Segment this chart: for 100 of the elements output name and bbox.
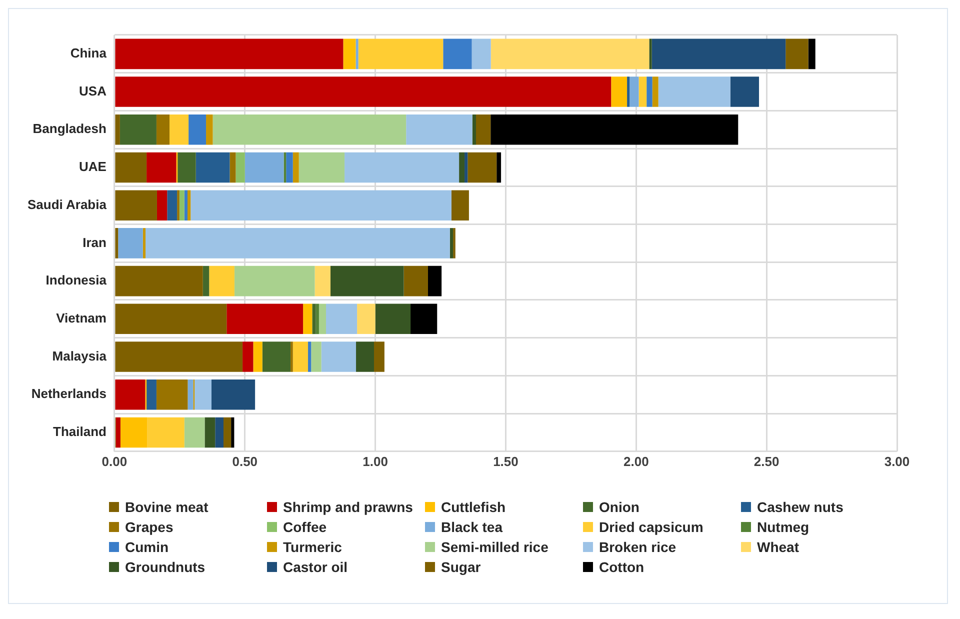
bar bbox=[459, 152, 465, 183]
bar bbox=[356, 38, 358, 70]
bar bbox=[115, 266, 203, 296]
bar bbox=[321, 342, 356, 372]
y-tick-label: Vietnam bbox=[56, 310, 106, 326]
bar bbox=[308, 342, 312, 372]
bar bbox=[231, 417, 234, 448]
bar bbox=[490, 38, 650, 70]
legend-label: Cashew nuts bbox=[757, 499, 844, 515]
bar bbox=[196, 152, 230, 183]
legend-label: Black tea bbox=[441, 519, 502, 535]
bar bbox=[343, 38, 356, 70]
bar bbox=[312, 304, 316, 334]
bar bbox=[115, 38, 344, 70]
bar bbox=[230, 152, 236, 183]
bar bbox=[146, 152, 176, 183]
y-tick-label: China bbox=[70, 46, 108, 61]
bar bbox=[178, 152, 196, 183]
y-tick-label: Iran bbox=[82, 234, 107, 250]
y-tick-label: Malaysia bbox=[52, 348, 108, 364]
bar bbox=[375, 304, 411, 334]
legend-label: Shrimp and prawns bbox=[283, 499, 413, 515]
legend-label: Broken rice bbox=[599, 539, 676, 555]
bar bbox=[179, 190, 184, 220]
legend-label: Sugar bbox=[441, 559, 481, 575]
y-tick-label: Saudi Arabia bbox=[27, 196, 108, 212]
bar bbox=[786, 38, 808, 70]
bar bbox=[209, 266, 234, 296]
bar bbox=[472, 38, 491, 70]
bar bbox=[292, 342, 308, 372]
bar bbox=[476, 114, 491, 145]
x-tick-label: 0.50 bbox=[232, 454, 258, 469]
y-tick-label: UAE bbox=[79, 159, 107, 174]
legend-label: Semi-milled rice bbox=[441, 539, 548, 555]
bar bbox=[464, 152, 468, 183]
legend-label: Turmeric bbox=[283, 539, 342, 555]
legend-label: Cumin bbox=[125, 539, 169, 555]
bar bbox=[253, 342, 262, 372]
bar bbox=[646, 76, 652, 107]
bar bbox=[156, 379, 188, 410]
bar bbox=[344, 152, 460, 183]
bar bbox=[357, 304, 376, 334]
bar bbox=[490, 114, 738, 145]
legend-label: Onion bbox=[599, 499, 640, 515]
bar bbox=[184, 417, 205, 448]
bar bbox=[730, 76, 760, 107]
bar bbox=[224, 417, 232, 448]
y-tick-label: Thailand bbox=[53, 424, 107, 440]
bar bbox=[142, 228, 146, 258]
y-tick-label: Indonesia bbox=[46, 272, 108, 288]
bar bbox=[215, 417, 224, 448]
bar bbox=[115, 304, 227, 334]
bar bbox=[206, 114, 213, 145]
bar bbox=[472, 114, 476, 145]
bar bbox=[146, 379, 156, 410]
bar bbox=[286, 152, 293, 183]
bar bbox=[330, 266, 404, 296]
bar bbox=[190, 190, 452, 220]
bar bbox=[167, 190, 178, 220]
bar bbox=[658, 76, 730, 107]
x-tick-label: 1.50 bbox=[493, 454, 518, 469]
x-tick-label: 3.00 bbox=[884, 454, 910, 469]
x-tick-label: 2.50 bbox=[754, 454, 780, 469]
y-tick-label: Bangladesh bbox=[32, 121, 107, 136]
bar bbox=[118, 228, 143, 258]
bar bbox=[204, 417, 216, 448]
y-tick-label: USA bbox=[79, 83, 108, 98]
bar bbox=[451, 190, 469, 220]
y-tick-label: Netherlands bbox=[31, 386, 106, 402]
bar bbox=[194, 379, 212, 410]
bar bbox=[496, 152, 502, 183]
bar bbox=[115, 114, 120, 145]
legend-label: Coffee bbox=[283, 519, 327, 535]
bar bbox=[156, 114, 170, 145]
bar bbox=[156, 190, 168, 220]
x-tick-label: 1.00 bbox=[362, 454, 388, 469]
bar bbox=[358, 38, 444, 70]
bar bbox=[188, 114, 206, 145]
bar bbox=[188, 190, 191, 220]
bar bbox=[630, 76, 639, 107]
legend-label: Groundnuts bbox=[125, 559, 206, 575]
legend-label: Cotton bbox=[599, 559, 644, 575]
bar bbox=[262, 342, 291, 372]
bar bbox=[311, 342, 322, 372]
bar bbox=[468, 152, 497, 183]
x-tick-label: 0.00 bbox=[102, 454, 128, 469]
bar bbox=[410, 304, 438, 334]
bar bbox=[652, 76, 658, 107]
bar bbox=[649, 38, 652, 70]
bar bbox=[242, 342, 254, 372]
bar bbox=[326, 304, 358, 334]
bar bbox=[115, 190, 157, 220]
bar bbox=[316, 304, 319, 334]
bar bbox=[170, 114, 189, 145]
bar bbox=[303, 304, 312, 334]
bar bbox=[116, 417, 120, 448]
bar bbox=[115, 228, 118, 258]
bar bbox=[184, 190, 188, 220]
x-tick-label: 2.00 bbox=[624, 454, 649, 469]
bar bbox=[374, 342, 384, 372]
